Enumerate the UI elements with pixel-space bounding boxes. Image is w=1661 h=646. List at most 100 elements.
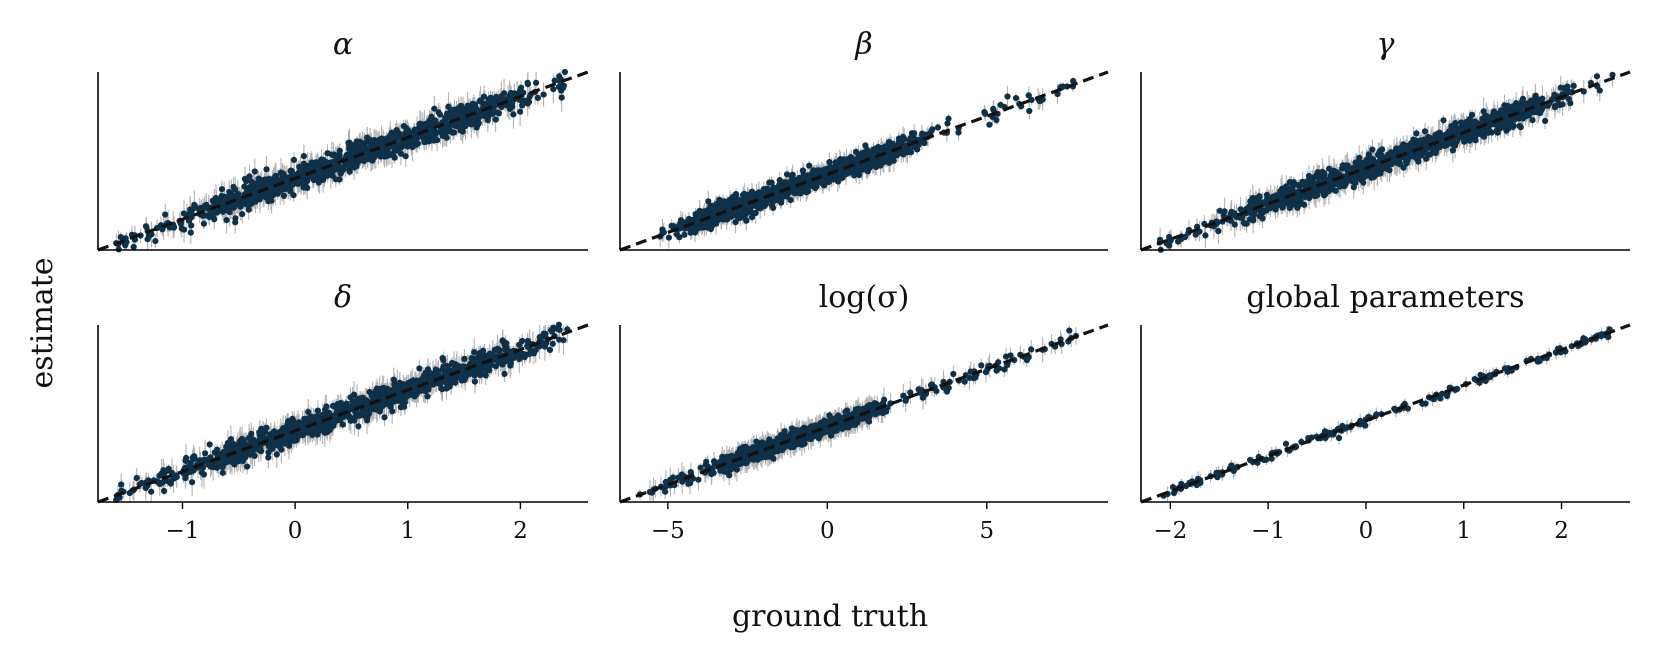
data-point xyxy=(424,132,431,139)
panel-3: γ xyxy=(1140,27,1631,253)
data-point xyxy=(471,119,478,126)
data-point xyxy=(997,101,1004,108)
data-point xyxy=(510,111,517,118)
panel-1: α xyxy=(97,27,589,253)
data-point xyxy=(417,120,424,127)
data-point xyxy=(864,168,871,175)
data-point xyxy=(787,197,794,204)
data-point xyxy=(307,164,314,171)
data-point xyxy=(464,102,471,109)
data-point xyxy=(443,110,451,117)
data-point xyxy=(345,139,352,146)
data-point xyxy=(711,203,718,210)
data-point xyxy=(315,165,322,172)
identity-line xyxy=(97,70,589,252)
data-point xyxy=(836,175,843,182)
panel-2: β xyxy=(619,27,1109,252)
data-point xyxy=(429,116,436,124)
data-point xyxy=(506,92,513,99)
data-point xyxy=(187,229,194,236)
data-point xyxy=(392,128,399,135)
data-point xyxy=(250,180,257,187)
data-point xyxy=(560,82,568,89)
data-point xyxy=(346,168,353,175)
data-point xyxy=(189,206,196,213)
data-point xyxy=(480,93,488,100)
data-point xyxy=(255,175,262,182)
data-point xyxy=(1004,93,1011,100)
data-point xyxy=(329,166,336,173)
data-point xyxy=(900,136,907,143)
data-point xyxy=(200,220,207,227)
data-point xyxy=(423,123,430,130)
data-points xyxy=(113,68,569,253)
data-point xyxy=(773,196,780,203)
data-point xyxy=(737,198,744,205)
data-point xyxy=(800,171,807,178)
data-point xyxy=(300,160,307,167)
data-point xyxy=(934,124,942,131)
data-point xyxy=(264,178,271,185)
data-point xyxy=(324,170,332,178)
data-point xyxy=(481,113,488,120)
data-point xyxy=(986,121,993,128)
data-point xyxy=(445,103,452,110)
data-point xyxy=(162,211,169,218)
data-point xyxy=(812,184,819,192)
data-point xyxy=(494,109,501,116)
data-point xyxy=(337,170,344,177)
data-point xyxy=(517,84,525,91)
data-point xyxy=(524,81,532,88)
data-point xyxy=(435,109,442,116)
data-point xyxy=(152,238,159,245)
data-point xyxy=(509,103,516,110)
data-point xyxy=(900,151,907,158)
data-point xyxy=(391,135,398,142)
panel-title: α xyxy=(333,27,353,62)
data-point xyxy=(439,132,446,139)
data-point xyxy=(461,120,468,127)
data-point xyxy=(402,153,409,160)
data-point xyxy=(210,210,217,217)
data-point xyxy=(218,186,226,193)
data-point xyxy=(729,194,736,201)
data-point xyxy=(748,214,756,221)
data-point xyxy=(342,162,349,169)
data-point xyxy=(239,211,246,218)
identity-line xyxy=(619,70,1109,252)
data-point xyxy=(492,116,499,123)
data-point xyxy=(290,192,297,199)
data-point xyxy=(470,101,477,108)
data-point xyxy=(770,204,777,211)
data-point xyxy=(178,225,185,232)
data-point xyxy=(696,207,703,214)
data-point xyxy=(251,168,258,175)
data-point xyxy=(287,167,294,174)
data-point xyxy=(795,187,802,194)
data-point xyxy=(907,149,915,156)
data-point xyxy=(928,127,935,134)
data-point xyxy=(1026,107,1033,115)
data-point xyxy=(248,186,255,193)
data-point xyxy=(277,169,285,176)
data-point xyxy=(862,142,869,149)
data-point xyxy=(243,178,250,185)
data-point xyxy=(268,197,275,204)
data-point xyxy=(315,176,322,183)
data-point xyxy=(540,91,547,98)
data-point xyxy=(180,210,188,217)
data-point xyxy=(434,137,441,144)
data-point xyxy=(517,108,524,115)
data-point xyxy=(211,198,218,205)
data-point xyxy=(251,192,258,199)
data-point xyxy=(921,140,928,147)
data-point xyxy=(300,153,307,160)
data-point xyxy=(491,95,498,102)
data-point xyxy=(768,179,775,186)
data-point xyxy=(859,163,866,170)
data-point xyxy=(320,157,327,164)
data-point xyxy=(665,234,673,241)
data-point xyxy=(361,146,368,153)
data-point xyxy=(703,207,710,214)
